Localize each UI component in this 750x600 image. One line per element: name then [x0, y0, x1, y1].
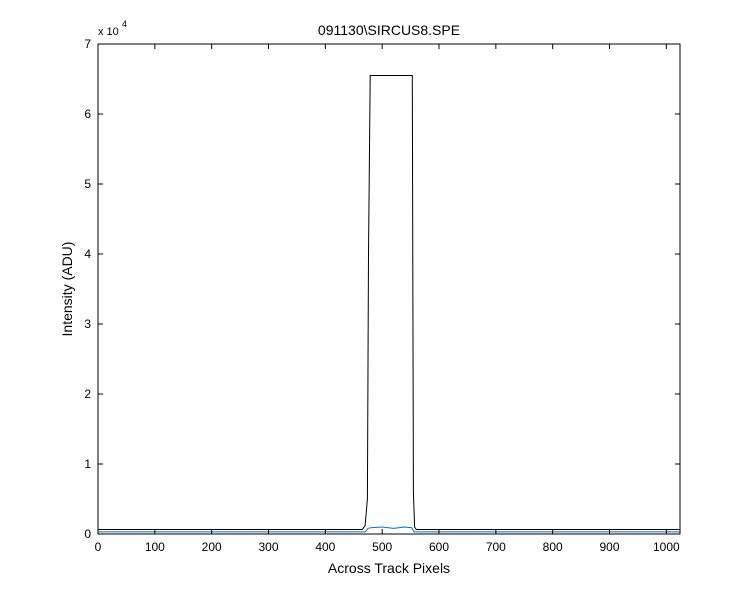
series-layer — [98, 75, 680, 533]
x-tick-label: 300 — [258, 540, 278, 554]
y-tick-label: 7 — [84, 37, 91, 51]
x-tick-label: 100 — [145, 540, 165, 554]
x-tick-label: 0 — [95, 540, 102, 554]
x-axis-title: Across Track Pixels — [328, 560, 450, 576]
y-tick-label: 1 — [84, 457, 91, 471]
axes-frame — [97, 43, 681, 535]
y-scale-exponent: 4 — [122, 19, 127, 29]
series-line-2 — [98, 526, 680, 533]
plot-area — [98, 44, 680, 534]
x-tick-label: 600 — [429, 540, 449, 554]
x-tick-label: 1000 — [653, 540, 680, 554]
series-line-1 — [98, 75, 680, 530]
y-tick-label: 5 — [84, 177, 91, 191]
y-axis-title: Intensity (ADU) — [59, 242, 75, 337]
y-tick-label: 2 — [84, 387, 91, 401]
chart-title: 091130\SIRCUS8.SPE — [318, 22, 460, 38]
x-tick-label: 800 — [543, 540, 563, 554]
x-tick-label: 900 — [600, 540, 620, 554]
y-tick-label: 0 — [84, 527, 91, 541]
x-axis: 0 100 200 300 400 500 600 700 800 900 1000 — [95, 44, 680, 554]
x-tick-label: 700 — [486, 540, 506, 554]
x-tick-label: 200 — [202, 540, 222, 554]
x-tick-label: 400 — [315, 540, 335, 554]
x-tick-label: 500 — [372, 540, 392, 554]
y-axis: 0 1 2 3 4 5 6 7 — [84, 37, 680, 541]
y-tick-label: 4 — [84, 247, 91, 261]
y-tick-label: 6 — [84, 107, 91, 121]
y-scale-multiplier: x 10 — [98, 26, 119, 38]
y-tick-label: 3 — [84, 317, 91, 331]
